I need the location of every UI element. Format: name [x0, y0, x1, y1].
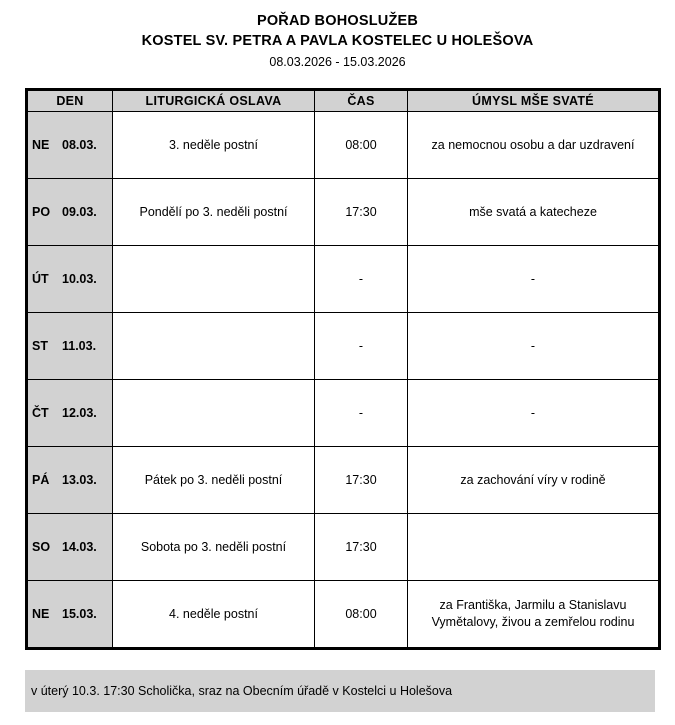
column-header-day: DEN: [26, 89, 113, 112]
cell-liturgy: 3. neděle postní: [112, 111, 315, 179]
day-date: 12.03.: [62, 406, 97, 420]
cell-intention: mše svatá a katecheze: [407, 178, 660, 246]
cell-day: PÁ 13.03.: [26, 446, 113, 514]
day-date: 09.03.: [62, 205, 97, 219]
table-header: DEN LITURGICKÁ OSLAVA ČAS ÚMYSL MŠE SVAT…: [26, 89, 660, 112]
cell-day: SO 14.03.: [26, 513, 113, 581]
footer-note-text: v úterý 10.3. 17:30 Scholička, sraz na O…: [31, 684, 453, 698]
table-row: ÚT 10.03. - -: [26, 245, 660, 313]
cell-liturgy: 4. neděle postní: [112, 580, 315, 649]
cell-time: -: [314, 245, 408, 313]
table-row: PÁ 13.03. Pátek po 3. neděli postní 17:30…: [26, 446, 660, 514]
schedule-table: DEN LITURGICKÁ OSLAVA ČAS ÚMYSL MŠE SVAT…: [25, 88, 661, 650]
page-title-secondary: KOSTEL SV. PETRA A PAVLA KOSTELEC U HOLE…: [141, 33, 534, 49]
day-date: 10.03.: [62, 272, 97, 286]
cell-time: 08:00: [314, 580, 408, 649]
day-of-week: NE: [32, 607, 50, 621]
page-title-primary: POŘAD BOHOSLUŽEB: [256, 13, 419, 29]
cell-liturgy: [112, 379, 315, 447]
cell-day: ST 11.03.: [26, 312, 113, 380]
cell-intention: -: [407, 379, 660, 447]
day-of-week: ÚT: [32, 272, 49, 286]
cell-day: ÚT 10.03.: [26, 245, 113, 313]
table-row: SO 14.03. Sobota po 3. neděli postní 17:3…: [26, 513, 660, 581]
table-row: ČT 12.03. - -: [26, 379, 660, 447]
table-row: NE 08.03. 3. neděle postní 08:00 za nemoc…: [26, 111, 660, 179]
day-date: 08.03.: [62, 138, 97, 152]
day-of-week: NE: [32, 138, 50, 152]
footer-note-banner: v úterý 10.3. 17:30 Scholička, sraz na O…: [25, 670, 655, 712]
table-body: NE 08.03. 3. neděle postní 08:00 za nemoc…: [26, 111, 660, 649]
cell-intention: za nemocnou osobu a dar uzdravení: [407, 111, 660, 179]
day-of-week: PÁ: [32, 473, 50, 487]
cell-liturgy: Sobota po 3. neděli postní: [112, 513, 315, 581]
cell-intention: [407, 513, 660, 581]
cell-time: 17:30: [314, 446, 408, 514]
cell-time: 08:00: [314, 111, 408, 179]
day-of-week: PO: [32, 205, 51, 219]
cell-intention: -: [407, 312, 660, 380]
table-row: NE 15.03. 4. neděle postní 08:00 za Frant…: [26, 580, 660, 649]
cell-time: -: [314, 312, 408, 380]
day-of-week: ČT: [32, 406, 49, 420]
day-date: 15.03.: [62, 607, 97, 621]
cell-day: ČT 12.03.: [26, 379, 113, 447]
cell-liturgy: [112, 312, 315, 380]
day-date: 13.03.: [62, 473, 97, 487]
cell-intention: -: [407, 245, 660, 313]
table-header-row: DEN LITURGICKÁ OSLAVA ČAS ÚMYSL MŠE SVAT…: [26, 89, 660, 112]
day-date: 14.03.: [62, 540, 97, 554]
day-of-week: SO: [32, 540, 51, 554]
cell-time: 17:30: [314, 513, 408, 581]
schedule-table-wrapper: DEN LITURGICKÁ OSLAVA ČAS ÚMYSL MŠE SVAT…: [25, 88, 661, 650]
column-header-liturgy: LITURGICKÁ OSLAVA: [112, 89, 315, 112]
column-header-intention: ÚMYSL MŠE SVATÉ: [407, 89, 660, 112]
cell-day: PO 09.03.: [26, 178, 113, 246]
cell-liturgy: Pátek po 3. neděli postní: [112, 446, 315, 514]
date-range-subtitle: 08.03.2026 - 15.03.2026: [269, 55, 406, 69]
cell-intention: za zachování víry v rodině: [407, 446, 660, 514]
column-header-time: ČAS: [314, 89, 408, 112]
table-row: PO 09.03. Pondělí po 3. neděli postní 17:…: [26, 178, 660, 246]
day-date: 11.03.: [62, 339, 97, 353]
cell-time: -: [314, 379, 408, 447]
cell-intention: za Františka, Jarmilu a Stanislavu Vymět…: [407, 580, 660, 649]
cell-time: 17:30: [314, 178, 408, 246]
day-of-week: ST: [32, 339, 48, 353]
cell-liturgy: [112, 245, 315, 313]
table-row: ST 11.03. - -: [26, 312, 660, 380]
page-header: POŘAD BOHOSLUŽEB KOSTEL SV. PETRA A PAVL…: [0, 0, 675, 72]
cell-liturgy: Pondělí po 3. neděli postní: [112, 178, 315, 246]
cell-day: NE 15.03.: [26, 580, 113, 649]
cell-day: NE 08.03.: [26, 111, 113, 179]
